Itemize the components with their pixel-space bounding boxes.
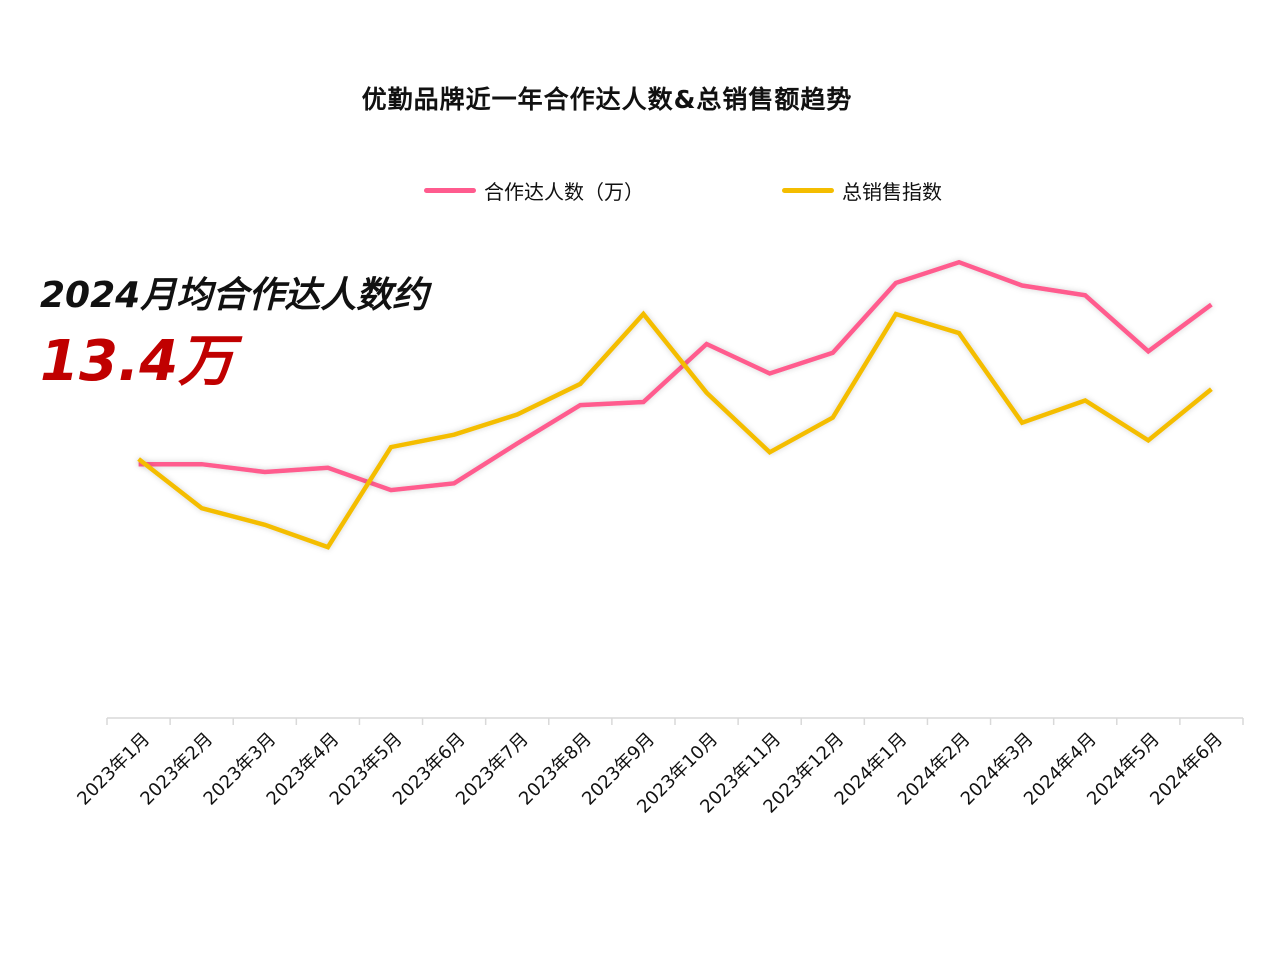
legend-label-sales: 总销售指数	[842, 179, 942, 204]
legend-item-sales: 总销售指数	[782, 176, 942, 204]
legend-swatch-sales	[782, 187, 834, 193]
series-layer	[137, 259, 1213, 550]
chart-title: 优勤品牌近一年合作达人数&总销售额趋势	[361, 85, 853, 114]
series-line-sales	[137, 310, 1213, 550]
series-line-talent	[138, 259, 1213, 493]
callout-label: 2024月均合作达人数约	[40, 275, 429, 316]
legend-swatch-talent	[424, 187, 476, 193]
callout-value: 13.4万	[40, 329, 235, 394]
x-axis: 2023年1月2023年2月2023年3月2023年4月2023年5月2023年…	[73, 717, 1244, 818]
legend-item-talent: 合作达人数（万）	[424, 176, 644, 204]
legend-label-talent: 合作达人数（万）	[484, 179, 644, 204]
